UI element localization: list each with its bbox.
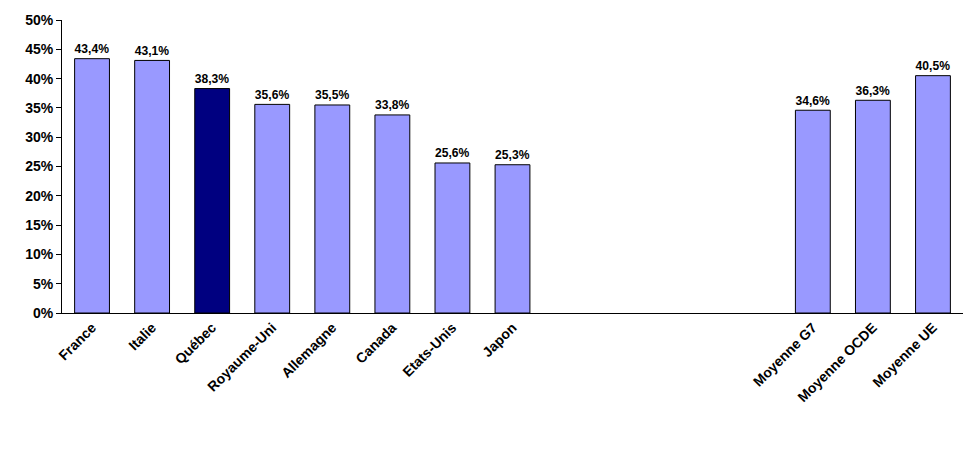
svg-text:50%: 50% [25, 12, 54, 28]
svg-text:25%: 25% [25, 158, 54, 174]
svg-text:Allemagne: Allemagne [278, 319, 340, 381]
svg-text:43,4%: 43,4% [75, 42, 110, 56]
svg-text:15%: 15% [25, 217, 54, 233]
svg-text:Canada: Canada [352, 319, 399, 366]
svg-text:0%: 0% [33, 305, 54, 321]
svg-text:25,3%: 25,3% [495, 148, 530, 162]
svg-text:35,6%: 35,6% [255, 88, 290, 102]
svg-text:38,3%: 38,3% [195, 72, 230, 86]
svg-text:33,8%: 33,8% [375, 98, 410, 112]
svg-text:Royaume-Uni: Royaume-Uni [204, 320, 279, 395]
svg-text:10%: 10% [25, 246, 54, 262]
svg-text:34,6%: 34,6% [795, 94, 830, 108]
svg-text:France: France [55, 319, 99, 363]
svg-text:43,1%: 43,1% [135, 44, 170, 58]
svg-text:Moyenne G7: Moyenne G7 [750, 319, 820, 389]
svg-text:Etats-Unis: Etats-Unis [399, 319, 459, 379]
svg-text:40,5%: 40,5% [916, 59, 951, 73]
svg-text:35,5%: 35,5% [315, 88, 350, 102]
svg-text:20%: 20% [25, 188, 54, 204]
svg-text:Québec: Québec [172, 319, 220, 367]
svg-text:Moyenne OCDE: Moyenne OCDE [794, 320, 880, 406]
svg-text:25,6%: 25,6% [435, 146, 470, 160]
svg-text:45%: 45% [25, 41, 54, 57]
svg-text:30%: 30% [25, 129, 54, 145]
svg-text:35%: 35% [25, 100, 54, 116]
svg-text:Japon: Japon [479, 320, 519, 360]
svg-text:36,3%: 36,3% [855, 84, 890, 98]
svg-text:40%: 40% [25, 71, 54, 87]
svg-text:5%: 5% [33, 276, 54, 292]
svg-text:Moyenne UE: Moyenne UE [869, 320, 940, 391]
svg-text:Italie: Italie [125, 319, 159, 353]
